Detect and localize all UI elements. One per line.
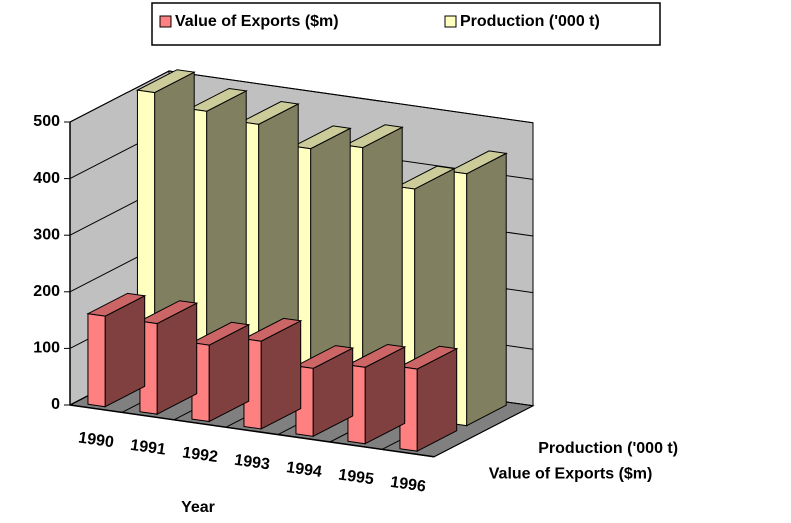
x-tick-label: 1995 — [337, 467, 375, 489]
legend-swatch — [444, 15, 457, 28]
x-tick-label: 1990 — [77, 430, 115, 452]
y-tick-label: 100 — [33, 340, 60, 357]
x-tick-label: 1991 — [129, 437, 167, 459]
series-axis-label: Value of Exports ($m) — [489, 465, 653, 482]
legend-label: Value of Exports ($m) — [175, 13, 339, 30]
bar-side — [466, 152, 507, 427]
legend-label: Production ('000 t) — [460, 13, 600, 30]
x-tick-label: 1994 — [285, 459, 323, 481]
series-axis-label: Production ('000 t) — [538, 440, 678, 457]
legend-box — [151, 2, 661, 46]
y-tick-label: 200 — [33, 283, 60, 300]
x-tick-label: 1993 — [233, 452, 271, 474]
bar — [398, 345, 459, 452]
x-tick-label: 1996 — [389, 474, 427, 496]
legend-swatch — [159, 15, 172, 28]
y-tick-label: 300 — [33, 226, 60, 243]
y-tick-label: 0 — [51, 396, 60, 413]
bar — [447, 150, 508, 427]
bar — [242, 317, 303, 430]
bar-front — [87, 313, 106, 408]
x-axis-label: Year — [181, 499, 215, 516]
y-tick-label: 500 — [33, 113, 60, 130]
x-axis — [69, 404, 435, 458]
floor-grid — [433, 405, 534, 458]
bar — [346, 343, 407, 445]
bar — [138, 300, 199, 415]
x-tick-label: 1992 — [181, 444, 219, 466]
y-tick-label: 400 — [33, 170, 60, 187]
grid-line — [69, 70, 534, 124]
bar — [86, 292, 147, 408]
